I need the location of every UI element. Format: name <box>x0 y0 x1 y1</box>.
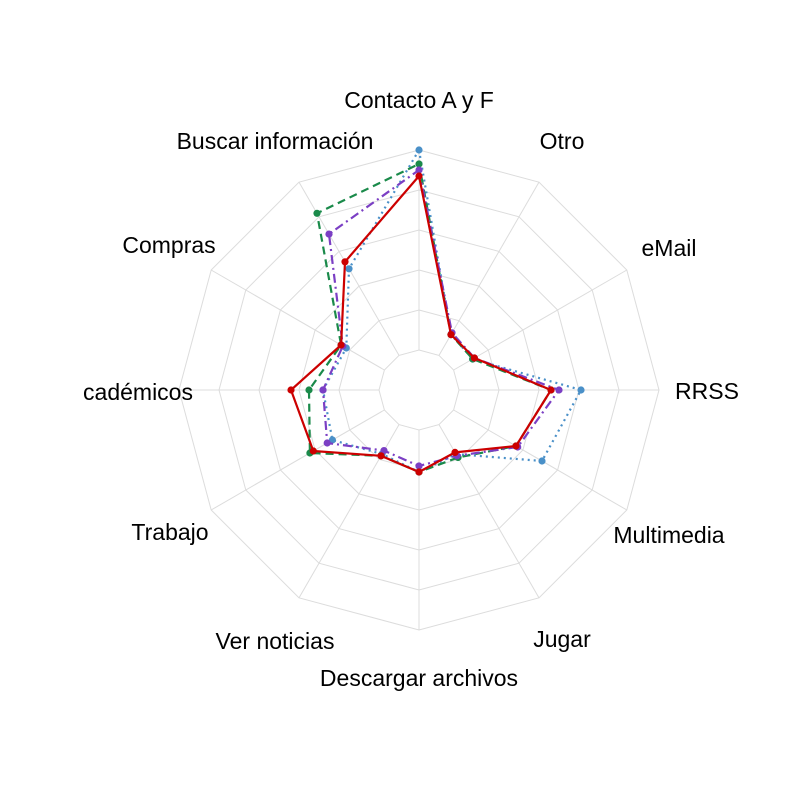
radar-series <box>287 146 585 476</box>
grid-spoke <box>438 181 540 356</box>
series-line <box>289 174 553 474</box>
axis-label-email: eMail <box>642 235 697 261</box>
data-point <box>341 258 349 266</box>
data-point <box>451 448 459 456</box>
series-1 <box>319 146 585 476</box>
data-point <box>319 386 327 394</box>
series-4 <box>287 172 555 476</box>
data-point <box>447 331 455 339</box>
data-point <box>415 160 423 168</box>
data-point <box>377 452 385 460</box>
axis-label-buscar: Buscar información <box>177 128 374 154</box>
axis-label-trabajo: Trabajo <box>131 519 208 545</box>
data-point <box>345 265 353 273</box>
axis-label-academicos: cadémicos <box>83 379 193 405</box>
axis-label-rrss: RRSS <box>675 378 739 404</box>
series-line <box>321 168 561 468</box>
data-point <box>337 341 345 349</box>
data-point <box>309 447 317 455</box>
data-point <box>323 439 331 447</box>
axis-labels: Contacto A y F Otro eMail RRSS Multimedi… <box>83 87 739 691</box>
grid-ring <box>378 349 460 431</box>
axis-label-descargar: Descargar archivos <box>320 665 518 691</box>
data-point <box>415 462 423 470</box>
data-point <box>415 172 423 180</box>
data-point <box>555 386 563 394</box>
data-point <box>380 447 388 455</box>
data-point <box>287 386 295 394</box>
data-point <box>305 386 313 394</box>
series-3 <box>319 166 563 470</box>
series-line <box>321 148 583 474</box>
grid-spoke <box>210 409 385 511</box>
data-point <box>470 354 478 362</box>
axis-label-multimedia: Multimedia <box>613 522 724 548</box>
data-point <box>325 230 333 238</box>
axis-label-noticias: Ver noticias <box>216 628 335 654</box>
data-point <box>415 146 423 154</box>
radar-grid <box>178 149 660 631</box>
data-point <box>538 457 546 465</box>
data-point <box>415 468 423 476</box>
axis-label-contacto: Contacto A y F <box>344 87 494 113</box>
axis-label-otro: Otro <box>540 128 585 154</box>
grid-spoke <box>453 269 628 371</box>
data-point <box>328 436 336 444</box>
data-point <box>577 386 585 394</box>
data-point <box>512 442 520 450</box>
axis-label-jugar: Jugar <box>533 626 591 652</box>
data-point <box>415 166 423 174</box>
grid-spoke <box>210 269 385 371</box>
data-point <box>313 209 321 217</box>
data-point <box>547 386 555 394</box>
axis-label-compras: Compras <box>122 232 215 258</box>
